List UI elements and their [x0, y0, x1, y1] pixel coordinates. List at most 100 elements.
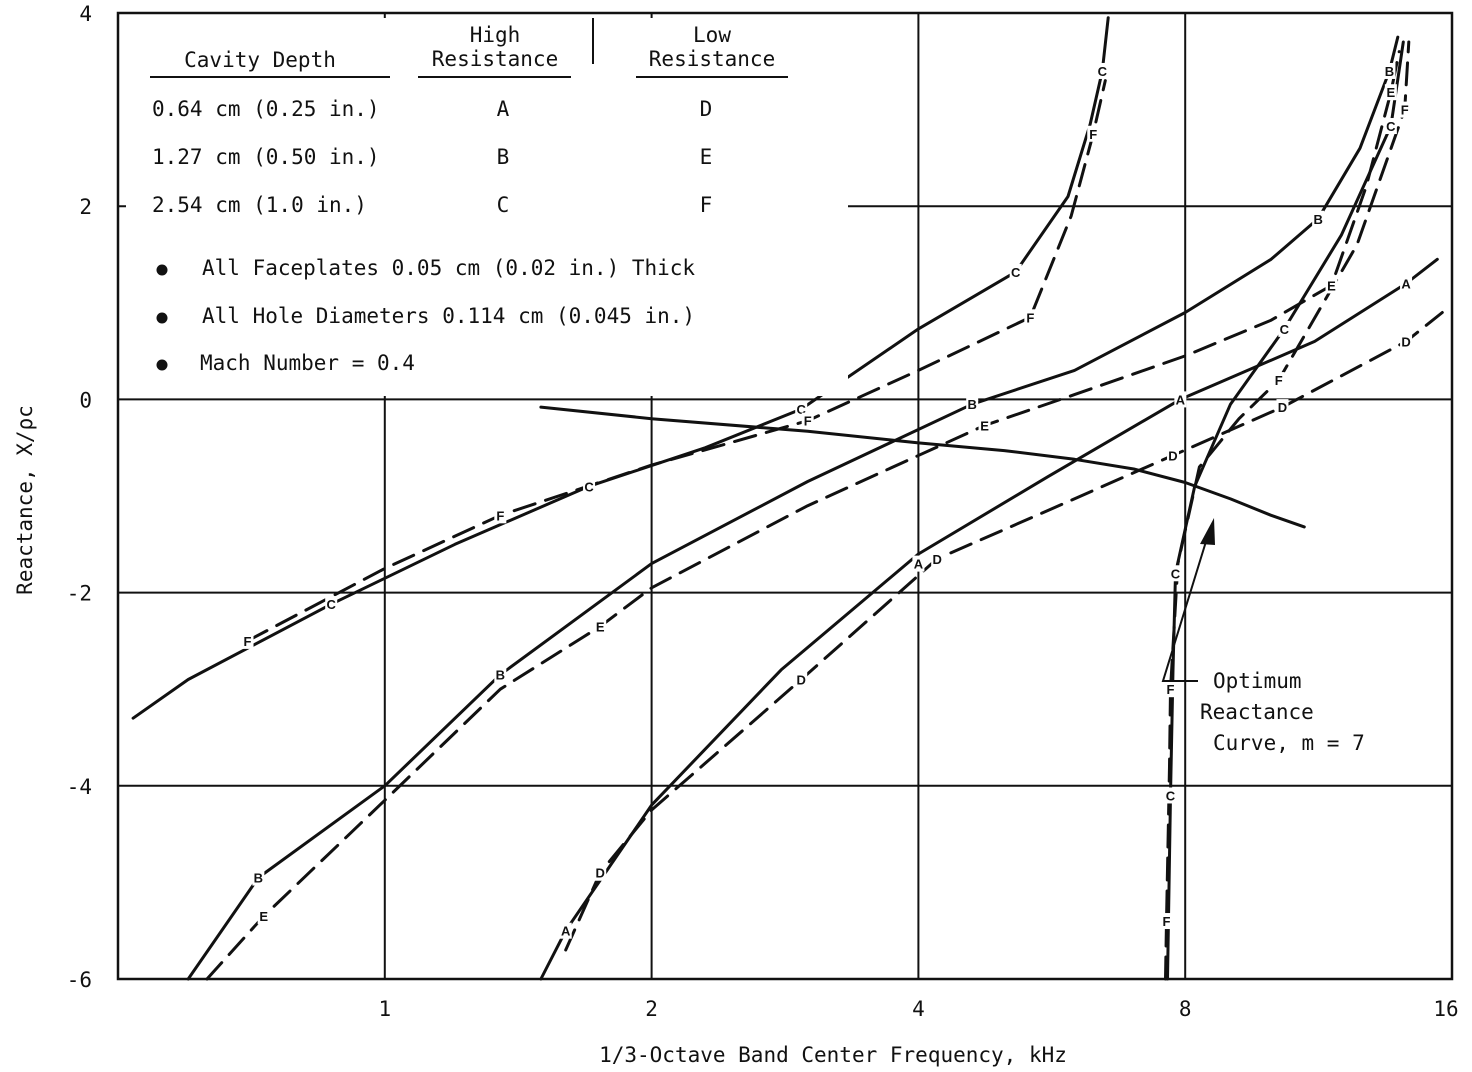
annotation-arrow-line	[1161, 534, 1209, 682]
series-b-line	[186, 35, 1400, 981]
series-a-marker-label: A	[1176, 392, 1186, 407]
series-f-marker-label: F	[1275, 373, 1283, 388]
series-e-marker-label: E	[980, 418, 989, 433]
plot-frame	[116, 11, 1454, 981]
y-tick-label: -2	[67, 582, 92, 606]
series-a-marker-label: A	[561, 924, 571, 939]
legend-header-low-line1: Low	[693, 23, 731, 47]
legend-header-high-line2: Resistance	[432, 47, 558, 71]
series-c-marker-bg	[1096, 62, 1109, 79]
series-d-marker-label: D	[797, 673, 806, 688]
annotation-line-2: Reactance	[1200, 700, 1314, 724]
y-tick-label: 4	[79, 2, 92, 26]
series-b-marker-bg	[494, 666, 507, 683]
series-b-marker-bg	[966, 396, 979, 413]
series-c-marker-label: C	[1386, 119, 1396, 134]
legend-header-high-line1: High	[470, 23, 521, 47]
series-c-marker-label: C	[1098, 64, 1108, 79]
series-d-marker-label: D	[1401, 334, 1410, 349]
y-tick-label: -4	[67, 775, 92, 799]
series-e-marker-bg	[978, 417, 991, 434]
x-tick-label: 8	[1179, 997, 1192, 1021]
series-e-marker-bg	[257, 908, 270, 925]
y-tick-label: -6	[67, 968, 92, 992]
x-axis-label: 1/3-Octave Band Center Frequency, kHz	[599, 1043, 1067, 1067]
series-c-marker-bg	[583, 478, 596, 495]
series-d-marker-label: D	[596, 866, 605, 881]
series-e-marker-bg	[594, 618, 607, 635]
x-tick-label: 16	[1433, 997, 1458, 1021]
series-b-marker-label: B	[1385, 64, 1394, 79]
legend-row-low: F	[700, 193, 713, 217]
series-f-marker-bg	[1087, 125, 1100, 142]
series-a-marker-bg	[912, 555, 925, 572]
series-d-marker-label: D	[1278, 400, 1287, 415]
series-c-marker-bg	[1169, 565, 1182, 582]
series-b-marker-bg	[1312, 210, 1325, 227]
series-d-marker-label: D	[1168, 448, 1177, 463]
series-f-line	[1164, 40, 1411, 981]
series-b-marker-bg	[252, 869, 265, 886]
bullet-icon	[156, 312, 168, 324]
series-c-marker-label: C	[1171, 566, 1181, 581]
legend-row-high: B	[497, 145, 510, 169]
legend-header-cavity-depth: Cavity Depth	[184, 48, 336, 72]
legend-header-low-line2: Resistance	[649, 47, 775, 71]
series-b-marker-label: B	[968, 397, 977, 412]
x-tick-label: 1	[378, 997, 391, 1021]
legend-row-low: D	[700, 97, 713, 121]
legend-row-depth: 2.54 cm (1.0 in.)	[152, 193, 367, 217]
series-c-marker-bg	[1384, 118, 1397, 135]
series-a-marker-label: A	[914, 557, 924, 572]
series-a-marker-bg	[559, 922, 572, 939]
arrow-head-icon	[1200, 518, 1215, 545]
series-e-marker-label: E	[259, 909, 268, 924]
y-tick-label: 2	[79, 195, 92, 219]
series-a-marker-bg	[1174, 391, 1187, 408]
legend-row-high: C	[497, 193, 510, 217]
x-tick-label: 4	[912, 997, 925, 1021]
series-b-marker-label: B	[254, 871, 263, 886]
series-c-marker-label: C	[797, 402, 807, 417]
series-c-marker-bg	[1164, 787, 1177, 804]
series-f-marker-bg	[494, 507, 507, 524]
series-c-marker-bg	[1278, 320, 1291, 337]
series-f-marker-label: F	[244, 634, 252, 649]
series-f-marker-bg	[1024, 309, 1037, 326]
series-c-line	[1166, 40, 1405, 981]
series-c-marker-label: C	[327, 597, 337, 612]
y-tick-label: 0	[79, 388, 92, 412]
series-a-line	[539, 257, 1439, 981]
series-f-marker-label: F	[1167, 682, 1175, 697]
series-c-marker-label: C	[1011, 265, 1021, 280]
annotation-line-3: Curve, m = 7	[1213, 731, 1365, 755]
legend-background	[126, 18, 848, 396]
series-optimum-line	[539, 405, 1306, 529]
series-f-marker-bg	[1160, 913, 1173, 930]
series-f-marker-bg	[801, 412, 814, 429]
legend-note-mach-number: Mach Number = 0.4	[200, 351, 415, 375]
series-b-marker-label: B	[1313, 212, 1322, 227]
legend-row-depth: 0.64 cm (0.25 in.)	[152, 97, 380, 121]
series-d-marker-bg	[1276, 399, 1289, 416]
series-c-marker-label: C	[1166, 788, 1176, 803]
series-f-marker-label: F	[1026, 310, 1034, 325]
series-f-marker-bg	[1272, 372, 1285, 389]
legend-row-high: A	[497, 97, 510, 121]
annotation-background	[1196, 660, 1426, 760]
legend-row-depth: 1.27 cm (0.50 in.)	[152, 145, 380, 169]
series-c-marker-label: C	[1280, 322, 1290, 337]
series-f-marker-label: F	[804, 414, 812, 429]
series-d-marker-bg	[931, 550, 944, 567]
x-tick-label: 2	[645, 997, 658, 1021]
legend-row-low: E	[700, 145, 713, 169]
series-f-marker-bg	[241, 632, 254, 649]
series-a-marker-bg	[1400, 275, 1413, 292]
bullet-icon	[156, 359, 168, 371]
x-tick-labels: 1 2 4 8 16	[378, 997, 1458, 1021]
optimum-curve-annotation: Optimum Reactance Curve, m = 7	[1161, 518, 1426, 760]
series-a-marker-label: A	[1401, 276, 1411, 291]
series-d-line	[564, 311, 1444, 952]
